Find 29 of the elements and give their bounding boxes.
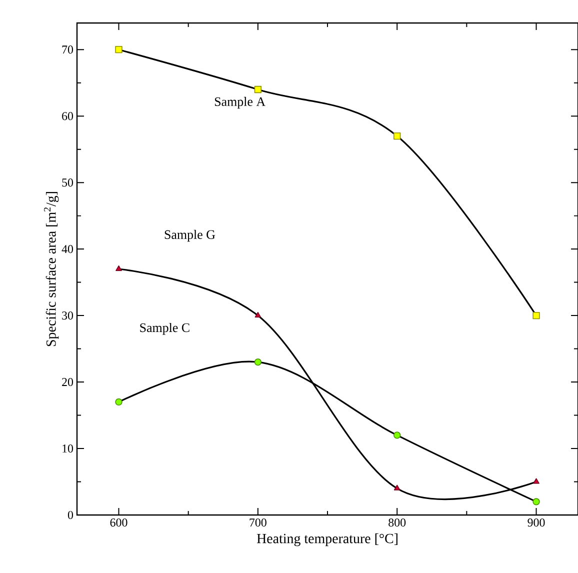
y-tick-label: 40 — [62, 245, 74, 254]
point — [254, 86, 262, 94]
point — [394, 132, 401, 140]
point — [115, 46, 122, 54]
point — [115, 398, 122, 406]
y-tick-label: 20 — [62, 378, 74, 386]
point — [394, 432, 401, 439]
y-tick-label: 0 — [68, 510, 74, 520]
point — [254, 358, 262, 366]
x-tick-label: 600 — [110, 518, 128, 527]
y-tick-label: 50 — [62, 178, 74, 187]
y-tick-label: 70 — [62, 46, 74, 54]
point — [532, 498, 540, 506]
point — [116, 265, 122, 271]
point — [532, 312, 540, 320]
x-tick-label: 700 — [250, 518, 266, 527]
y-tick-label: 10 — [62, 444, 74, 453]
x-tick-label: 800 — [388, 518, 406, 527]
y-tick-label: 30 — [62, 312, 74, 320]
point — [394, 484, 400, 490]
y-axis-title: Specific surface area [m$^{2}$/g] — [44, 192, 59, 346]
point — [533, 478, 540, 484]
series-label: Sample A — [214, 96, 266, 109]
x-tick-label: 900 — [528, 518, 545, 527]
y-tick-label: 60 — [62, 112, 74, 120]
point — [254, 312, 262, 318]
text: Sample C — [140, 322, 190, 335]
x-axis-title: Heating temperature [°C] — [256, 533, 398, 546]
text: Sample G — [164, 230, 216, 242]
